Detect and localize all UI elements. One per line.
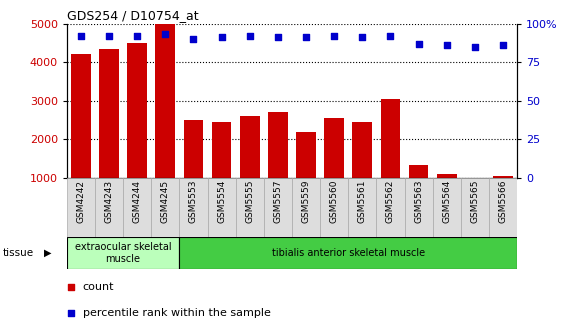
Text: GSM5553: GSM5553 xyxy=(189,180,198,223)
Bar xyxy=(236,178,264,237)
Point xyxy=(105,33,114,39)
Point xyxy=(67,310,76,316)
Point xyxy=(386,33,395,39)
Bar xyxy=(180,178,207,237)
Bar xyxy=(433,178,461,237)
Text: GSM4243: GSM4243 xyxy=(105,180,113,223)
Bar xyxy=(71,54,91,178)
Point xyxy=(498,42,508,48)
Bar xyxy=(489,178,517,237)
Bar xyxy=(381,99,400,178)
Text: GSM5555: GSM5555 xyxy=(245,180,254,223)
Point xyxy=(217,35,226,40)
Point xyxy=(273,35,282,40)
Point xyxy=(161,32,170,37)
Text: GSM4244: GSM4244 xyxy=(132,180,142,223)
Bar xyxy=(296,132,316,178)
Point xyxy=(329,33,339,39)
Bar xyxy=(348,178,376,237)
Text: extraocular skeletal
muscle: extraocular skeletal muscle xyxy=(75,242,171,264)
Text: GSM5564: GSM5564 xyxy=(442,180,451,223)
Point xyxy=(414,41,423,46)
Text: ▶: ▶ xyxy=(44,248,51,258)
Bar xyxy=(268,113,288,178)
Text: GSM5557: GSM5557 xyxy=(274,180,282,223)
Text: count: count xyxy=(83,282,114,292)
Bar xyxy=(99,49,119,178)
Bar xyxy=(180,237,517,269)
Bar xyxy=(156,24,175,178)
Text: GSM5565: GSM5565 xyxy=(471,180,479,223)
Text: GSM4242: GSM4242 xyxy=(76,180,85,223)
Text: GSM5559: GSM5559 xyxy=(302,180,310,223)
Bar xyxy=(493,176,513,178)
Bar xyxy=(67,178,95,237)
Point xyxy=(67,284,76,289)
Bar xyxy=(67,237,180,269)
Text: GSM5566: GSM5566 xyxy=(498,180,508,223)
Bar xyxy=(207,178,236,237)
Bar xyxy=(353,122,372,178)
Bar xyxy=(184,120,203,178)
Bar xyxy=(404,178,433,237)
Point xyxy=(76,33,85,39)
Point xyxy=(358,35,367,40)
Bar xyxy=(240,116,260,178)
Text: GSM5561: GSM5561 xyxy=(358,180,367,223)
Point xyxy=(470,44,479,49)
Bar xyxy=(320,178,348,237)
Text: GSM5562: GSM5562 xyxy=(386,180,395,223)
Text: GSM5560: GSM5560 xyxy=(329,180,339,223)
Bar xyxy=(211,122,231,178)
Bar xyxy=(437,174,457,178)
Point xyxy=(442,42,451,48)
Bar xyxy=(95,178,123,237)
Text: tibialis anterior skeletal muscle: tibialis anterior skeletal muscle xyxy=(272,248,425,258)
Text: GDS254 / D10754_at: GDS254 / D10754_at xyxy=(67,9,199,23)
Point xyxy=(132,33,142,39)
Bar xyxy=(264,178,292,237)
Bar xyxy=(127,43,147,178)
Bar xyxy=(123,178,151,237)
Point xyxy=(189,36,198,42)
Bar xyxy=(461,178,489,237)
Text: GSM5554: GSM5554 xyxy=(217,180,226,223)
Bar xyxy=(324,118,344,178)
Bar xyxy=(151,178,180,237)
Point xyxy=(245,33,254,39)
Text: percentile rank within the sample: percentile rank within the sample xyxy=(83,308,270,318)
Bar xyxy=(376,178,404,237)
Bar xyxy=(409,165,428,178)
Text: GSM4245: GSM4245 xyxy=(161,180,170,223)
Text: GSM5563: GSM5563 xyxy=(414,180,423,223)
Point xyxy=(302,35,311,40)
Text: tissue: tissue xyxy=(3,248,34,258)
Bar xyxy=(292,178,320,237)
